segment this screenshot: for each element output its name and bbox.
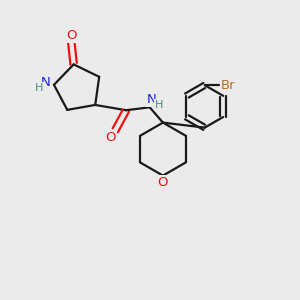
Text: N: N (146, 93, 156, 106)
Text: N: N (41, 76, 51, 89)
Text: O: O (158, 176, 168, 190)
Text: H: H (34, 83, 43, 93)
Text: O: O (105, 131, 116, 144)
Text: H: H (155, 100, 163, 110)
Text: Br: Br (221, 79, 236, 92)
Text: O: O (66, 29, 76, 42)
